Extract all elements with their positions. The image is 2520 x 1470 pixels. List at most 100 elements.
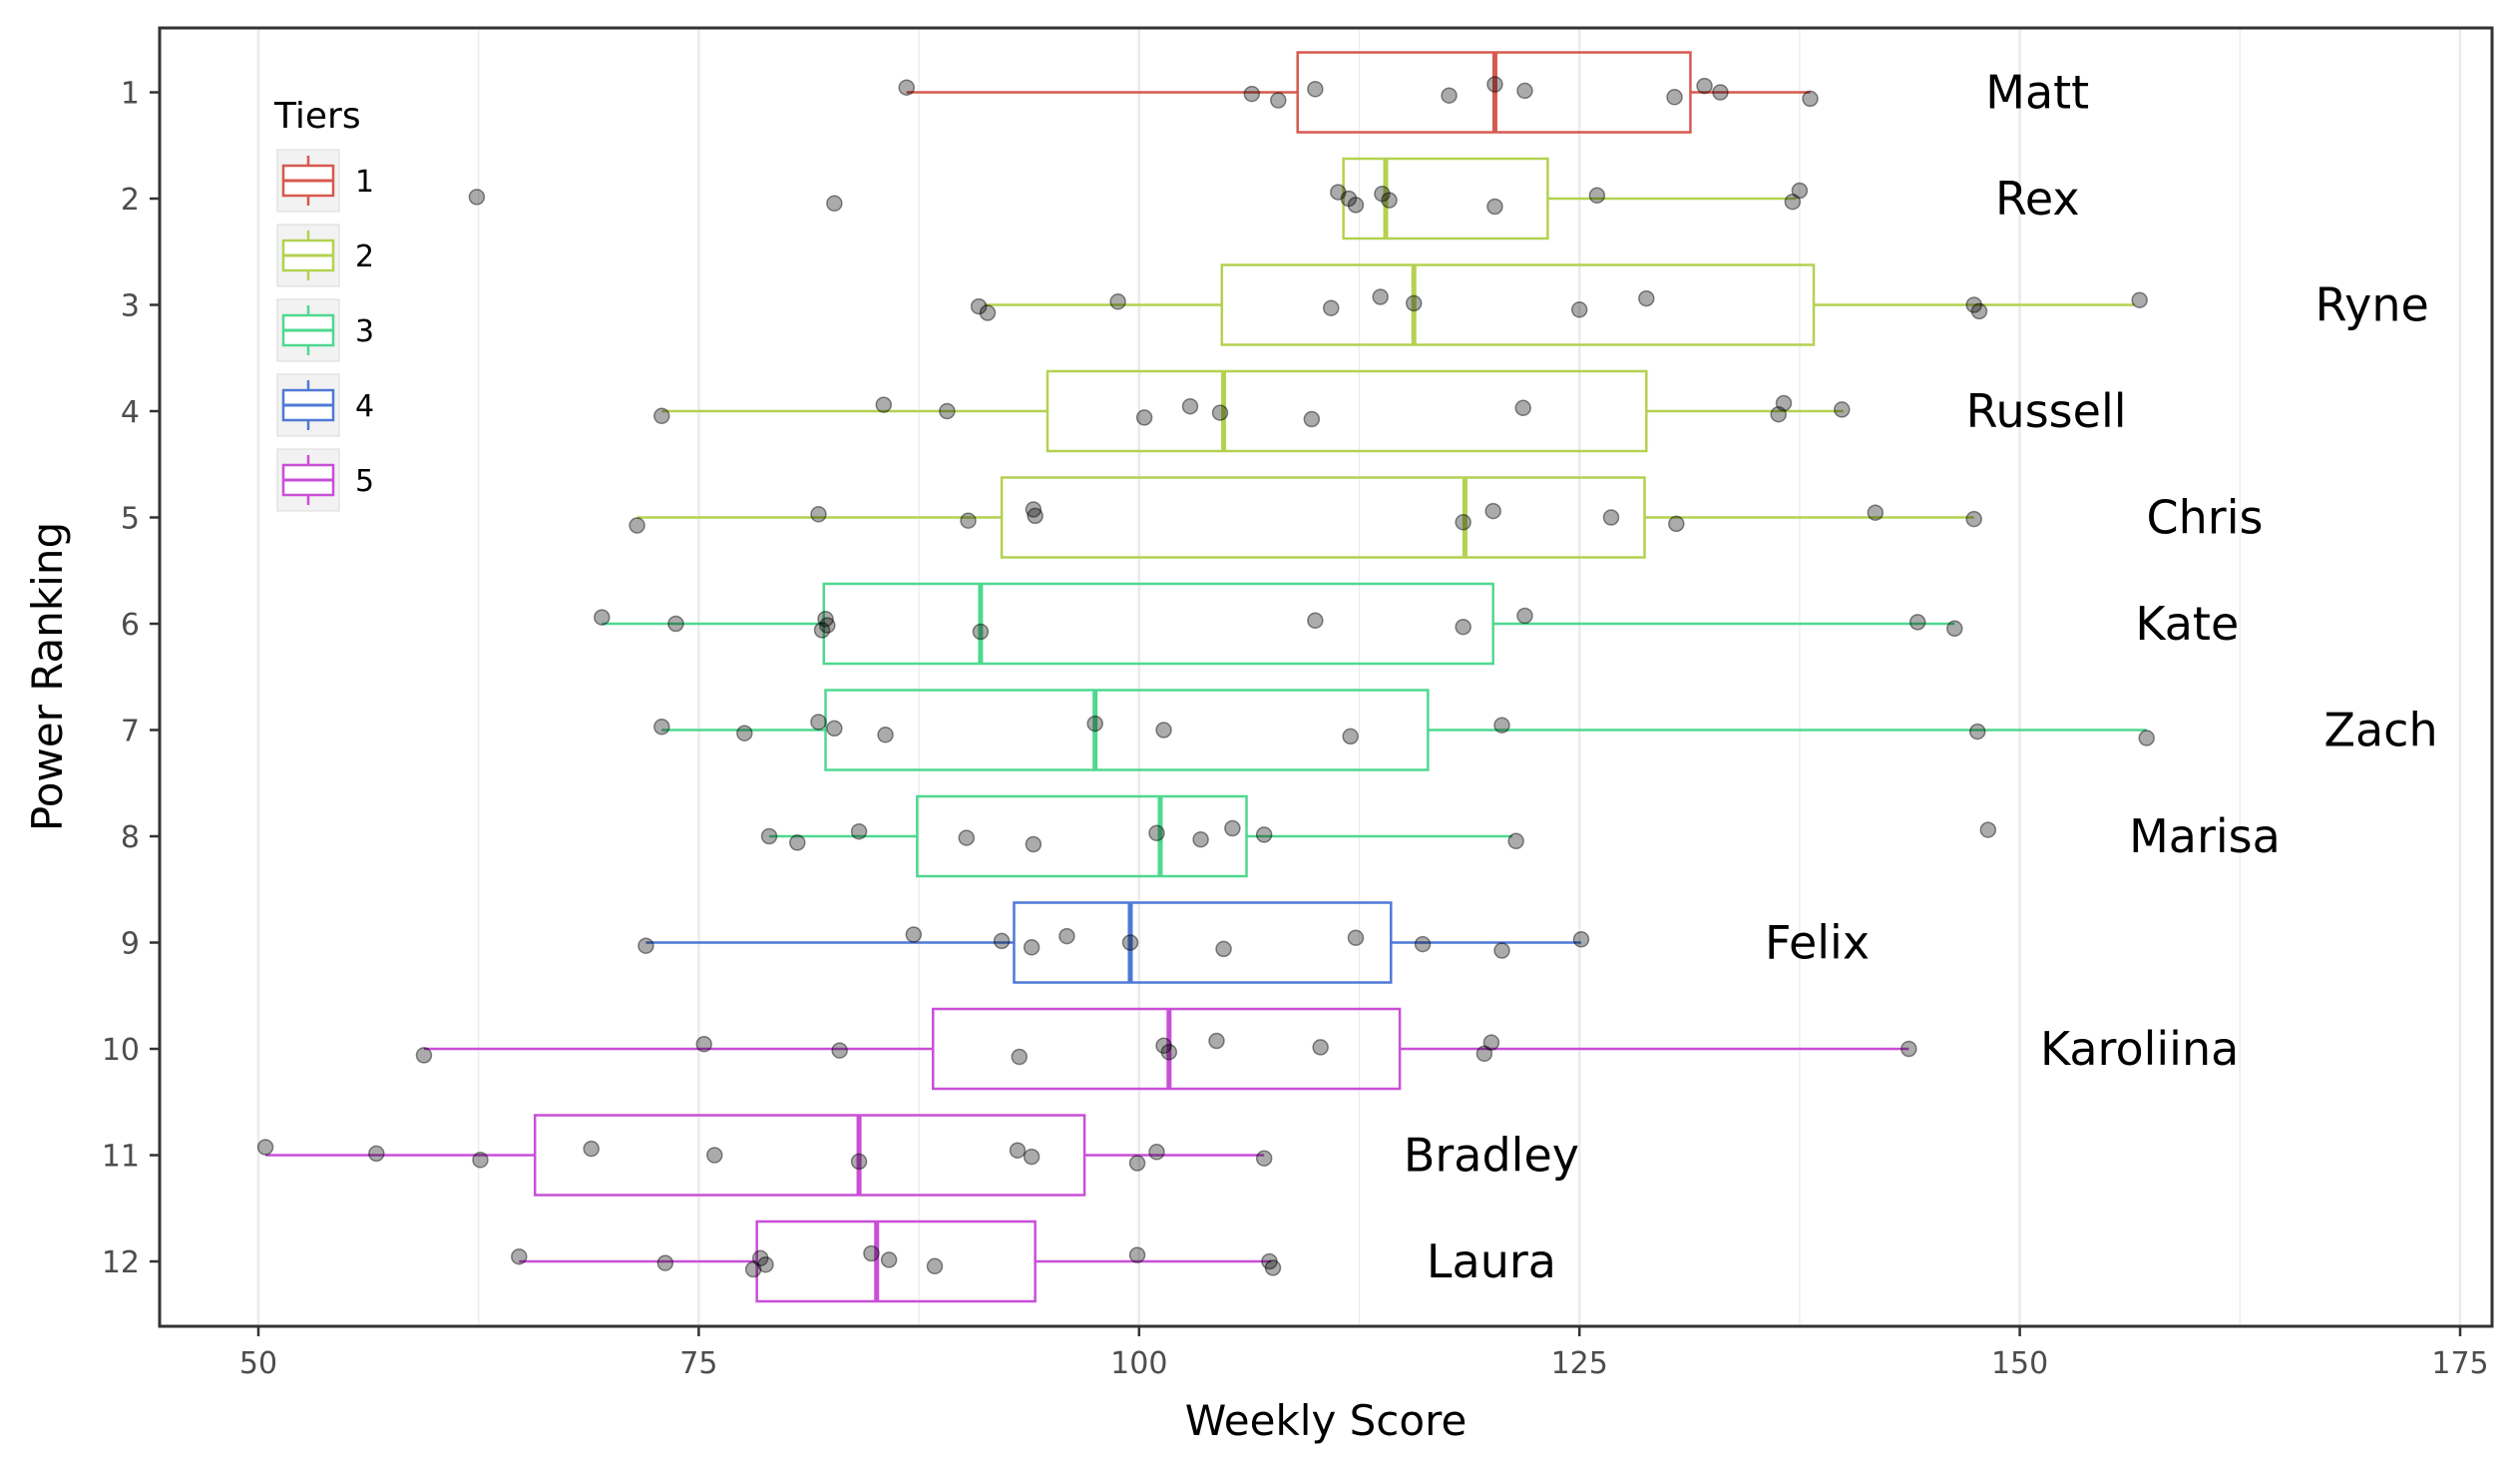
data-point [1192,830,1209,848]
data-point [1666,89,1683,106]
data-point [810,714,827,731]
legend-label: 5 [355,464,374,499]
player-name-label: Marisa [2129,809,2281,863]
data-point [789,834,806,851]
data-point [1900,1040,1917,1058]
data-point [1696,77,1713,95]
data-point [1475,1045,1493,1063]
data-point [979,304,997,321]
data-point [863,1244,880,1262]
x-tick-label: 150 [1991,1346,2048,1381]
data-point [1381,192,1398,209]
data-point [926,1257,944,1275]
data-point [850,1153,868,1171]
data-point [1261,1252,1278,1270]
data-point [1372,288,1389,305]
data-point [2138,730,2155,746]
box-iqr [1046,369,1648,453]
data-point [736,725,753,741]
data-point [1264,1259,1282,1276]
data-point [1128,1246,1146,1263]
data-point [1965,296,1982,313]
player-name-label: Kate [2135,597,2239,651]
y-tick-label: 6 [121,608,140,643]
data-point [415,1047,433,1064]
data-point [1514,399,1531,417]
data-point [1486,198,1503,216]
data-point [1155,1037,1172,1055]
data-point [1834,401,1851,418]
data-point [1023,1148,1041,1166]
data-point [1414,935,1432,953]
data-point [1058,927,1075,945]
y-tick-label: 5 [121,502,140,537]
data-point [1086,715,1103,733]
data-point [594,609,611,626]
data-point [1347,929,1365,946]
data-point [629,517,645,534]
data-point [1516,82,1533,100]
data-point [1109,293,1126,310]
player-name-label: Laura [1427,1234,1556,1288]
data-point [1307,612,1324,630]
data-point [757,1255,774,1273]
player-name-label: Ryne [2315,278,2429,332]
x-tick-label: 175 [2431,1346,2488,1381]
data-point [1668,515,1685,533]
data-point [751,1249,769,1267]
y-tick-label: 7 [121,715,140,749]
data-point [760,827,778,845]
data-point [810,506,827,523]
data-point [1908,614,1926,631]
data-point [826,720,843,737]
data-point [472,1152,489,1169]
data-point [1602,509,1620,526]
data-point [819,617,836,634]
y-tick-label: 4 [121,395,140,430]
player-name-label: Felix [1765,916,1870,970]
box-layer [265,51,2147,1303]
y-tick-label: 9 [121,927,140,962]
data-point [972,623,990,641]
data-point [511,1247,528,1265]
data-point [1347,197,1365,214]
box-iqr [1000,476,1646,559]
data-point [1770,405,1787,423]
data-point [1224,819,1241,837]
data-point [1270,92,1287,109]
data-point [706,1147,723,1164]
y-tick-label: 3 [121,289,140,324]
y-tick-label: 10 [102,1033,140,1068]
data-point [1303,410,1321,428]
data-point [1493,942,1510,959]
data-point [695,1035,712,1053]
box-iqr [1220,263,1816,346]
data-point [905,926,923,943]
legend-label: 2 [355,240,374,274]
data-point [1160,1043,1178,1061]
data-point [2131,291,2148,308]
data-point [970,297,988,315]
box-iqr [931,1007,1402,1091]
data-point [875,396,893,413]
data-point [1970,302,1988,320]
data-point [1312,1039,1329,1056]
data-point [1775,394,1793,412]
y-tick-label: 8 [121,820,140,855]
data-point [1486,76,1503,93]
data-point [1135,409,1153,426]
panel-border [158,26,2494,1328]
data-point [583,1140,600,1158]
data-point [960,512,977,529]
data-point [1802,90,1819,108]
data-point [1455,618,1471,636]
data-point [877,727,894,743]
box-iqr [1342,157,1549,241]
y-tick-label: 11 [102,1140,140,1175]
data-point [1405,294,1423,312]
data-point [667,615,684,633]
box-iqr [822,582,1494,666]
data-point [1340,190,1358,208]
